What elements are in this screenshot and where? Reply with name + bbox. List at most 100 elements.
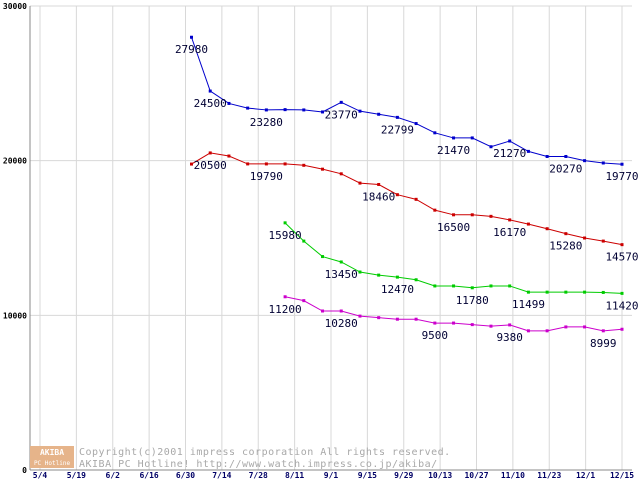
- data-label-green: 13450: [325, 268, 358, 281]
- series-point-green: [321, 255, 325, 259]
- series-point-green: [377, 273, 381, 277]
- series-point-blue: [264, 108, 268, 112]
- series-point-blue: [190, 35, 193, 39]
- series-point-blue: [620, 162, 624, 166]
- series-point-green: [452, 284, 456, 288]
- data-label-green: 12470: [381, 283, 414, 296]
- series-point-red: [283, 162, 287, 166]
- data-label-blue: 27980: [175, 43, 208, 56]
- series-point-red: [583, 236, 587, 240]
- x-tick-label: 7/14: [212, 471, 231, 480]
- data-label-blue: 24500: [194, 97, 227, 110]
- x-tick-label: 5/19: [67, 471, 86, 480]
- series-point-magenta: [433, 321, 437, 325]
- series-point-red: [358, 181, 362, 185]
- series-point-green: [620, 291, 624, 295]
- series-point-blue: [395, 115, 399, 119]
- logo-bottom-text: PC Hotline: [34, 460, 71, 467]
- x-tick-label: 6/2: [106, 471, 121, 480]
- series-point-magenta: [339, 309, 343, 313]
- data-label-red: 20500: [194, 159, 227, 172]
- x-tick-label: 12/15: [610, 471, 634, 480]
- data-label-green: 11420: [605, 299, 638, 312]
- data-label-magenta: 9500: [422, 329, 449, 342]
- series-point-blue: [339, 100, 343, 104]
- series-point-green: [395, 275, 399, 279]
- series-point-green: [358, 270, 362, 274]
- series-point-blue: [246, 106, 250, 110]
- series-point-green: [564, 290, 568, 294]
- series-point-blue: [583, 159, 587, 163]
- data-label-blue: 19770: [605, 170, 638, 183]
- y-tick-label: 0: [22, 466, 27, 475]
- series-point-green: [433, 284, 437, 288]
- series-point-red: [377, 182, 381, 186]
- x-tick-label: 7/28: [249, 471, 268, 480]
- data-label-magenta: 11200: [269, 303, 302, 316]
- x-tick-label: 6/30: [176, 471, 195, 480]
- series-point-red: [564, 232, 568, 236]
- series-point-green: [508, 284, 512, 288]
- x-tick-label: 9/1: [324, 471, 339, 480]
- data-label-green: 11780: [456, 294, 489, 307]
- series-point-red: [433, 208, 437, 212]
- series-point-red: [302, 163, 306, 167]
- grid: [30, 5, 632, 471]
- series-point-magenta: [302, 299, 306, 303]
- x-tick-label: 8/11: [285, 471, 304, 480]
- series-point-red: [246, 162, 250, 166]
- footer: AKIBA PC Hotline Copyright(c)2001 impres…: [30, 446, 450, 470]
- series-point-magenta: [358, 314, 362, 318]
- series-point-red: [395, 193, 399, 197]
- series-point-magenta: [545, 329, 549, 333]
- series-point-magenta: [470, 323, 474, 327]
- series-point-blue: [321, 110, 325, 114]
- data-label-red: 16170: [493, 226, 526, 239]
- series-point-magenta: [414, 317, 418, 321]
- series-point-blue: [489, 145, 493, 149]
- data-label-magenta: 8999: [590, 337, 617, 350]
- x-tick-label: 6/16: [139, 471, 158, 480]
- series-point-blue: [433, 131, 437, 135]
- y-tick-label: 10000: [3, 311, 27, 320]
- x-tick-label: 10/13: [428, 471, 452, 480]
- axes: 0 10000 20000 30000 5/4 5/19 6/2 6/16 6/30 7/14 7/…: [3, 2, 634, 480]
- x-tick-label: 12/1: [576, 471, 595, 480]
- series-point-green: [302, 239, 306, 243]
- series-point-blue: [526, 149, 530, 153]
- series-point-green: [545, 290, 549, 294]
- series-point-green: [526, 290, 530, 294]
- series-point-red: [545, 227, 549, 231]
- data-label-green: 15980: [269, 229, 302, 242]
- series-point-red: [508, 218, 512, 222]
- data-label-red: 14570: [605, 251, 638, 264]
- series-point-magenta: [489, 324, 493, 328]
- data-label-red: 16500: [437, 221, 470, 234]
- data-label-red: 18460: [362, 190, 395, 203]
- data-label-blue: 21470: [437, 144, 470, 157]
- series-point-blue: [452, 136, 456, 140]
- x-tick-label: 11/23: [537, 471, 561, 480]
- series-point-magenta: [377, 316, 381, 320]
- hotline-text: AKIBA PC Hotline! http://www.watch.impre…: [79, 459, 438, 470]
- y-tick-label: 30000: [3, 2, 27, 11]
- series-point-magenta: [321, 309, 325, 313]
- series-point-red: [190, 162, 193, 166]
- series-point-blue: [358, 109, 362, 113]
- series-point-magenta: [620, 327, 624, 331]
- series-point-green: [414, 278, 418, 282]
- series-point-green: [470, 286, 474, 290]
- data-label-magenta: 9380: [496, 331, 523, 344]
- series-point-magenta: [395, 317, 399, 321]
- series-point-blue: [545, 154, 549, 158]
- logo-top-text: AKIBA: [40, 448, 64, 457]
- series-point-blue: [470, 136, 474, 140]
- series-point-red: [208, 151, 212, 155]
- series-point-red: [321, 167, 325, 171]
- series-point-red: [227, 154, 231, 158]
- data-labels: 27980 24500 23280 23770 22799 21470 21270 20270…: [175, 43, 639, 350]
- series-point-green: [601, 290, 605, 294]
- x-tick-label: 9/15: [358, 471, 377, 480]
- series-line-blue: [191, 37, 623, 165]
